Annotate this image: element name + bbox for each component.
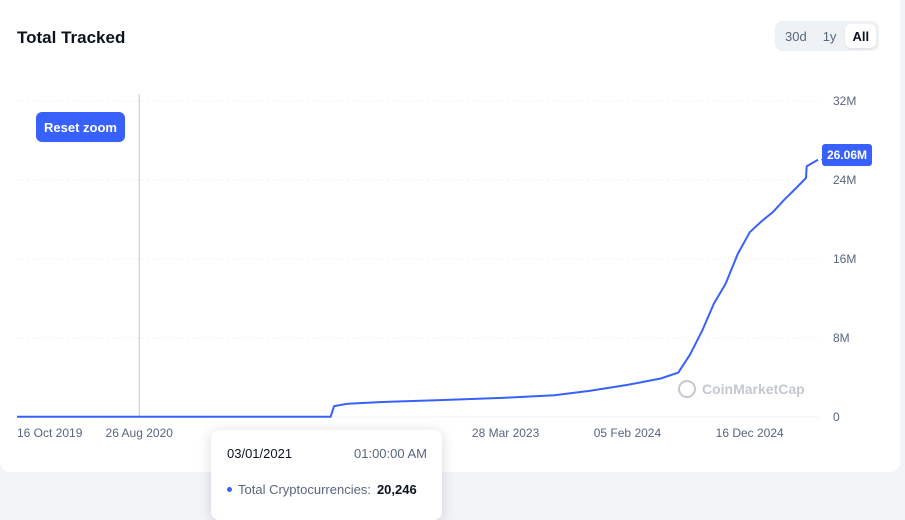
chart-card: Total Tracked 30d 1y All (0, 0, 900, 472)
series-line (17, 158, 819, 418)
time-range-selector: 30d 1y All (775, 21, 880, 51)
y-tick-label: 0 (833, 410, 840, 424)
reset-zoom-button[interactable]: Reset zoom (36, 112, 125, 142)
x-tick-label: 16 Dec 2024 (716, 426, 784, 440)
tooltip-date: 03/01/2021 (227, 446, 293, 461)
tooltip-value: 20,246 (376, 482, 417, 497)
x-tick-label: 05 Feb 2024 (594, 426, 662, 440)
y-tick-label: 8M (833, 331, 850, 345)
x-tick-label: 28 Mar 2023 (472, 426, 540, 440)
x-tick-label: 26 Aug 2020 (106, 426, 174, 440)
range-1y-button[interactable]: 1y (822, 28, 837, 44)
coinmarketcap-watermark: CoinMarketCap (678, 380, 805, 398)
y-tick-label: 32M (833, 94, 856, 108)
y-tick-label: 16M (833, 252, 856, 266)
tooltip-time: 01:00:00 AM (354, 446, 427, 461)
range-30d-button[interactable]: 30d (785, 28, 807, 44)
range-all-button[interactable]: All (845, 24, 877, 48)
tooltip-series-label: Total Cryptocurrencies: (238, 482, 371, 497)
y-tick-label: 24M (833, 173, 856, 187)
chart-tooltip: 03/01/2021 01:00:00 AM Total Cryptocurre… (211, 430, 442, 520)
watermark-text: CoinMarketCap (702, 381, 805, 397)
chart-title: Total Tracked (17, 28, 126, 47)
coinmarketcap-logo-icon (678, 380, 696, 398)
series-dot-icon (227, 487, 232, 492)
tooltip-series-row: Total Cryptocurrencies: 20,246 (227, 482, 417, 497)
x-tick-label: 16 Oct 2019 (17, 426, 83, 440)
last-value-badge: 26.06M (822, 144, 873, 166)
